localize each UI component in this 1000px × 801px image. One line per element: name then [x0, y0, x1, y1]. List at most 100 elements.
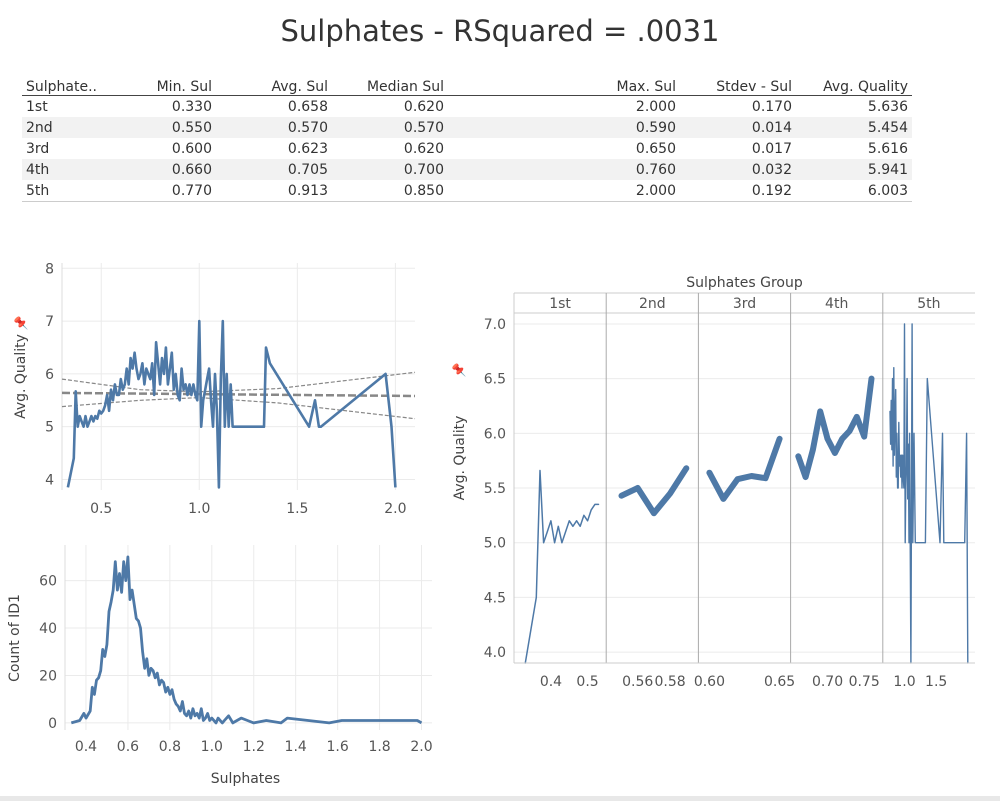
summary-table: Sulphate.. Min. Sul Avg. Sul Median Sul … [22, 76, 912, 202]
table-cell: 5th [22, 180, 102, 202]
x-tick-label: 2.0 [384, 501, 406, 517]
chart-title: Sulphates Group [686, 275, 803, 291]
column-header[interactable]: Min. Sul [102, 76, 216, 96]
y-tick-label: 5.5 [484, 481, 506, 497]
y-tick-label: 6.0 [484, 426, 506, 442]
x-tick-label: 1.0 [201, 739, 223, 755]
y-tick-label: 4.5 [484, 590, 506, 606]
x-tick-label: 0.5 [90, 501, 112, 517]
x-tick-label: 0.8 [159, 739, 181, 755]
page-title: Sulphates - RSquared = .0031 [280, 14, 720, 48]
y-axis-label: Avg. Quality [13, 334, 29, 419]
y-tick-label: 7.0 [484, 317, 506, 333]
x-tick-label: 1.6 [326, 739, 348, 755]
quality-vs-sulphates-chart[interactable]: 4 5 6 7 8 0.5 1.0 1.5 2.0 Avg. Quality 📌 [0, 255, 425, 525]
table-cell: 0.623 [287, 140, 328, 157]
column-header[interactable]: Avg. Sul [216, 76, 332, 96]
table-cell: 4th [22, 159, 102, 180]
panel-header: 1st [549, 296, 571, 312]
table-row: 1st 0.330 0.658 0.620 2.000 0.170 5.636 [22, 95, 912, 117]
x-tick-label: 1.4 [285, 739, 307, 755]
confidence-band-lower [61, 396, 416, 420]
y-tick-label: 6.5 [484, 372, 506, 388]
panel-header: 3rd [733, 296, 756, 312]
column-header[interactable]: Median Sul [332, 76, 448, 96]
series-line-4th [795, 375, 875, 481]
bottom-scrollbar[interactable] [0, 796, 1000, 801]
table-row: 5th 0.770 0.913 0.850 2.000 0.192 6.003 [22, 180, 912, 202]
x-tick-label: 1.5 [286, 501, 308, 517]
y-axis-label: Count of ID1 [7, 594, 23, 682]
series-line-2nd [618, 465, 690, 517]
table-cell: 0.600 [171, 140, 212, 157]
x-tick-label: 2.0 [410, 739, 432, 755]
y-tick-label: 5 [45, 420, 54, 436]
table-cell: 0.017 [751, 140, 792, 157]
table-row: 3rd 0.600 0.623 0.620 0.650 0.017 5.616 [22, 138, 912, 159]
panel-header: 5th [917, 296, 940, 312]
column-header[interactable]: Max. Sul [448, 76, 680, 96]
series-line [66, 319, 397, 489]
table-cell: 0.014 [680, 117, 796, 138]
series-line-1st [524, 469, 600, 664]
x-tick-label: 1.8 [368, 739, 390, 755]
y-tick-label: 4.0 [484, 645, 506, 661]
count-histogram-chart[interactable]: 0 20 40 60 0.4 0.6 0.8 1.0 1.2 1.4 1.6 1.8 2.0 Count … [0, 540, 440, 792]
table-cell: 0.192 [680, 180, 796, 202]
table-cell: 0.660 [102, 159, 216, 180]
y-axis-label: Avg. Quality [452, 416, 468, 501]
x-tick-label: 0.65 [764, 674, 795, 690]
panel-header: 4th [825, 296, 848, 312]
table-cell: 2nd [22, 117, 102, 138]
table-row: 4th 0.660 0.705 0.700 0.760 0.032 5.941 [22, 159, 912, 180]
table-cell: 5.636 [796, 95, 912, 117]
table-cell: 6.003 [796, 180, 912, 202]
series-line-3rd [706, 435, 783, 502]
table-cell: 0.850 [332, 180, 448, 202]
y-tick-label: 40 [39, 621, 57, 637]
y-tick-label: 6 [45, 367, 54, 383]
table-cell: 2.000 [448, 95, 680, 117]
table-row: 2nd 0.550 0.570 0.570 0.590 0.014 5.454 [22, 117, 912, 138]
x-tick-label: 0.4 [540, 674, 562, 690]
x-tick-label: 1.5 [925, 674, 947, 690]
y-tick-label: 0 [48, 716, 57, 732]
y-tick-label: 20 [39, 668, 57, 684]
trend-line [61, 391, 416, 398]
table-cell: 1st [26, 98, 48, 115]
column-header[interactable]: Sulphate.. [22, 76, 102, 96]
series-line-5th [889, 323, 969, 664]
x-tick-label: 0.75 [849, 674, 880, 690]
table-cell: 0.658 [216, 95, 332, 117]
x-tick-label: 0.4 [75, 739, 97, 755]
y-tick-label: 60 [39, 574, 57, 590]
x-tick-label: 1.0 [893, 674, 915, 690]
table-cell: 0.913 [216, 180, 332, 202]
table-cell: 0.570 [216, 117, 332, 138]
table-cell: 2.000 [448, 180, 680, 202]
column-header[interactable]: Avg. Quality [796, 76, 912, 96]
pin-icon: 📌 [13, 315, 28, 330]
x-tick-label: 0.6 [117, 739, 139, 755]
pin-icon: 📌 [451, 362, 466, 377]
table-cell: 5.941 [796, 159, 912, 180]
table-cell: 5.616 [867, 140, 908, 157]
x-tick-label: 0.58 [655, 674, 686, 690]
y-tick-label: 7 [45, 314, 54, 330]
quality-by-group-chart[interactable]: Sulphates Group Avg. Quality 📌 4.0 4.5 5.0 5.5… [440, 268, 985, 698]
table-cell: 0.705 [216, 159, 332, 180]
column-header[interactable]: Stdev - Sul [680, 76, 796, 96]
table-cell: 0.770 [102, 180, 216, 202]
table-cell: 3rd [26, 140, 50, 157]
table-cell: 0.620 [403, 140, 444, 157]
table-cell: 0.170 [680, 95, 796, 117]
table-cell: 0.700 [332, 159, 448, 180]
x-tick-label: 1.0 [188, 501, 210, 517]
x-axis-label: Sulphates [211, 771, 280, 787]
table-cell: 0.330 [102, 95, 216, 117]
x-tick-label: 0.5 [576, 674, 598, 690]
series-line [70, 555, 423, 725]
x-tick-label: 0.70 [812, 674, 843, 690]
y-tick-label: 8 [45, 261, 54, 277]
table-cell: 0.620 [332, 95, 448, 117]
